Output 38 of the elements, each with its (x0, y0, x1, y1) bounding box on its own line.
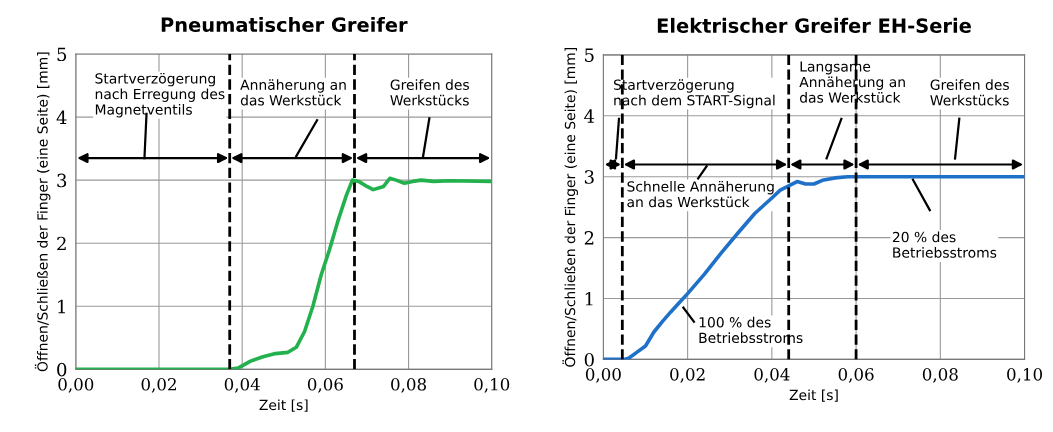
x-axis-title: Zeit [s] (789, 389, 838, 402)
chart-title: Pneumatischer Greifer (161, 17, 408, 33)
y-tick-label: 1 (585, 291, 593, 306)
chart-title: Elektrischer Greifer EH-Serie (657, 17, 971, 33)
annotation: Langsame Annäherung an das Werkstück (799, 61, 905, 103)
y-tick-label: 5 (57, 47, 67, 62)
annotation: Startverzögerung nach Erregung des Magnetventils (95, 72, 225, 118)
x-tick-label: 0,06 (838, 368, 874, 383)
y-axis-title: Öffnen/Schließen der Finger (eine Seite) [mm] (562, 47, 578, 367)
x-tick-label: 0,08 (391, 377, 426, 393)
x-tick-label: 0,00 (58, 377, 94, 393)
x-tick-label: 0,08 (922, 368, 958, 383)
x-tick-label: 0,04 (754, 368, 790, 383)
y-tick-label: 2 (584, 231, 594, 245)
y-tick-label: 1 (58, 299, 65, 314)
y-tick-label: 0 (584, 352, 594, 367)
x-tick-label: 0,00 (585, 368, 621, 383)
y-tick-label: 3 (57, 173, 67, 188)
annotation: Schnelle Annäherung an das Werkstück (627, 180, 774, 208)
y-tick-label: 5 (585, 48, 594, 62)
x-tick-label: 0,02 (141, 377, 176, 393)
x-tick-label: 0,04 (224, 377, 260, 393)
annotation: Startverzögerung nach dem START-Signal (613, 79, 775, 109)
annotation: Greifen des Werkstücks (390, 79, 469, 106)
annotation: Annäherung an das Werkstück (240, 79, 346, 106)
x-tick-label: 0,06 (307, 377, 343, 393)
x-tick-label: 0,10 (474, 377, 510, 393)
x-tick-label: 0,10 (1007, 368, 1043, 383)
annotation: Greifen des Werkstücks (930, 79, 1009, 106)
y-axis-title: Öffnen/Schließen der Finger (eine Seite) [mm] (34, 52, 51, 372)
y-tick-label: 0 (57, 362, 67, 377)
y-tick-label: 2 (57, 236, 66, 251)
y-tick-label: 4 (584, 109, 595, 123)
x-axis-title: Zeit [s] (259, 399, 308, 412)
annotation: 20 % des Betriebsstroms (892, 231, 997, 258)
x-tick-label: 0,02 (670, 368, 705, 383)
y-tick-label: 3 (584, 170, 594, 184)
y-tick-label: 4 (56, 110, 67, 124)
